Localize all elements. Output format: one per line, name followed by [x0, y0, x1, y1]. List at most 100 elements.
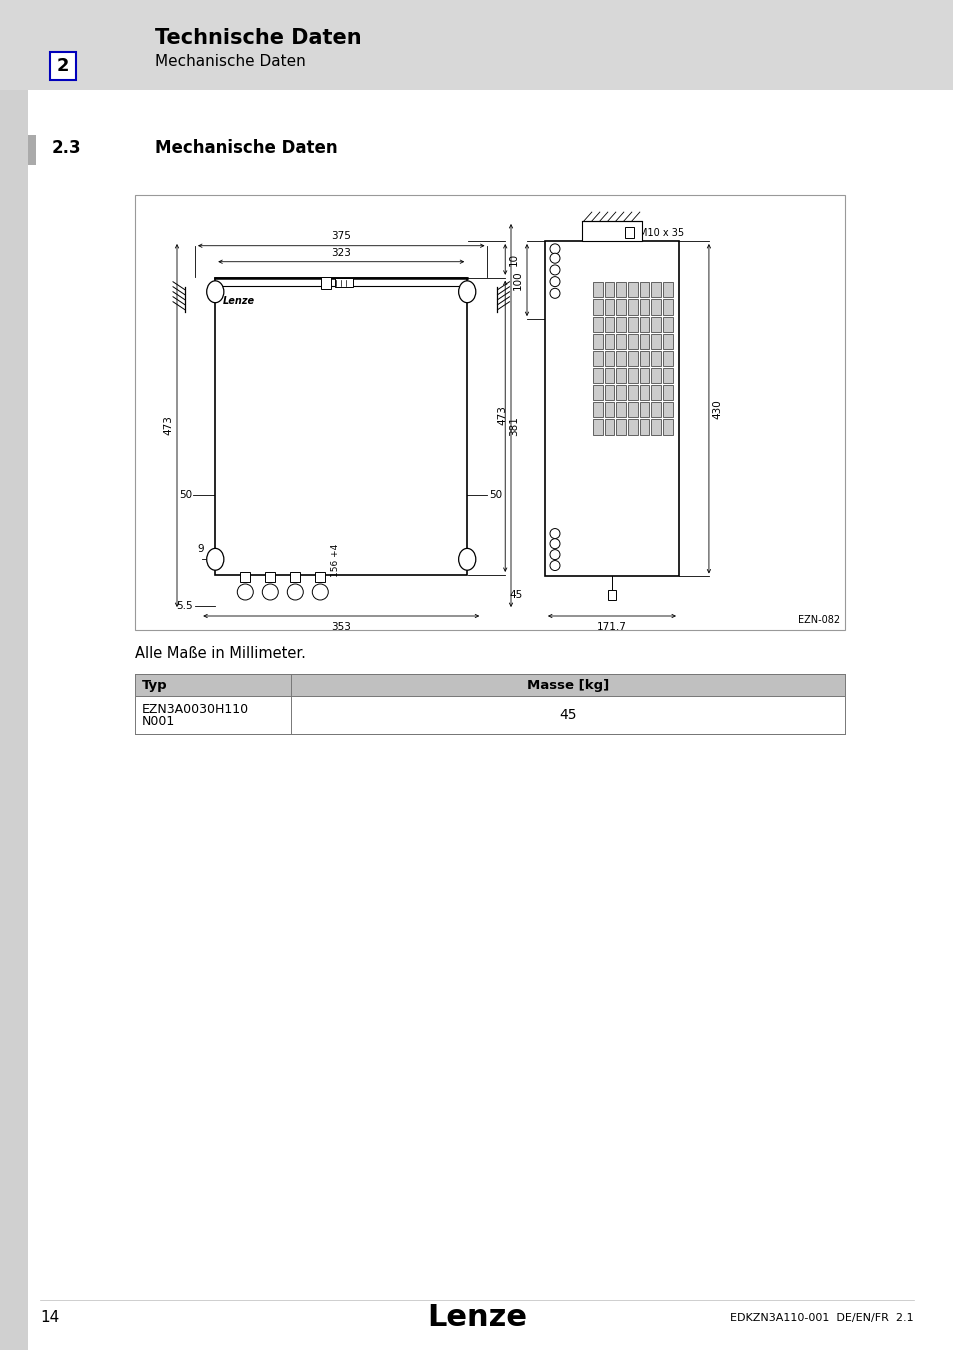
- Circle shape: [550, 244, 559, 254]
- Bar: [321, 277, 331, 289]
- Bar: [50, 53, 76, 80]
- Bar: [314, 572, 325, 582]
- Text: 50: 50: [178, 490, 192, 500]
- Bar: [604, 402, 614, 417]
- Text: 10: 10: [509, 252, 518, 266]
- Bar: [616, 385, 625, 401]
- Bar: [639, 369, 649, 383]
- Bar: [627, 317, 638, 332]
- Bar: [639, 282, 649, 297]
- Bar: [592, 369, 602, 383]
- Bar: [0, 0, 953, 90]
- Bar: [581, 221, 641, 242]
- Bar: [592, 385, 602, 401]
- Bar: [592, 420, 602, 435]
- Bar: [651, 333, 660, 348]
- Ellipse shape: [207, 548, 224, 570]
- Circle shape: [312, 585, 328, 599]
- Bar: [544, 242, 679, 576]
- Bar: [290, 572, 300, 582]
- Bar: [627, 351, 638, 366]
- Bar: [639, 385, 649, 401]
- Bar: [604, 351, 614, 366]
- Bar: [651, 369, 660, 383]
- Text: EDKZN3A110-001  DE/EN/FR  2.1: EDKZN3A110-001 DE/EN/FR 2.1: [730, 1314, 913, 1323]
- Bar: [639, 351, 649, 366]
- Text: EZN-082: EZN-082: [797, 616, 840, 625]
- Bar: [662, 369, 672, 383]
- Bar: [592, 300, 602, 315]
- Text: 14: 14: [40, 1311, 59, 1326]
- Bar: [627, 282, 638, 297]
- Ellipse shape: [458, 548, 476, 570]
- Bar: [639, 317, 649, 332]
- Circle shape: [237, 585, 253, 599]
- Bar: [627, 420, 638, 435]
- Text: Lenze: Lenze: [427, 1304, 526, 1332]
- Bar: [639, 300, 649, 315]
- Circle shape: [550, 529, 559, 539]
- Bar: [604, 420, 614, 435]
- Text: Alle Maße in Millimeter.: Alle Maße in Millimeter.: [135, 647, 306, 662]
- Text: 375: 375: [331, 231, 351, 240]
- Text: 50: 50: [489, 490, 502, 500]
- Bar: [607, 590, 616, 599]
- Bar: [651, 420, 660, 435]
- Text: 430: 430: [712, 398, 722, 418]
- Bar: [662, 402, 672, 417]
- Text: 171.7: 171.7: [597, 622, 626, 632]
- Text: M10 x 35: M10 x 35: [639, 228, 683, 238]
- Circle shape: [550, 265, 559, 275]
- Bar: [651, 402, 660, 417]
- Bar: [651, 317, 660, 332]
- Bar: [604, 300, 614, 315]
- Circle shape: [262, 585, 278, 599]
- Circle shape: [550, 277, 559, 286]
- Bar: [651, 351, 660, 366]
- Text: 2.3: 2.3: [52, 139, 82, 157]
- Text: 2: 2: [56, 57, 70, 76]
- Bar: [651, 282, 660, 297]
- Bar: [135, 674, 844, 697]
- Bar: [627, 300, 638, 315]
- Ellipse shape: [458, 281, 476, 302]
- Bar: [604, 317, 614, 332]
- Bar: [616, 420, 625, 435]
- Bar: [616, 351, 625, 366]
- Text: 5.5: 5.5: [176, 601, 193, 612]
- Bar: [625, 227, 634, 238]
- Text: Mechanische Daten: Mechanische Daten: [154, 139, 337, 157]
- Text: Masse [kg]: Masse [kg]: [526, 679, 609, 691]
- Bar: [616, 317, 625, 332]
- Bar: [335, 278, 353, 288]
- Bar: [627, 402, 638, 417]
- Bar: [604, 369, 614, 383]
- Bar: [592, 402, 602, 417]
- Circle shape: [550, 539, 559, 548]
- Text: 9: 9: [196, 544, 203, 555]
- Bar: [265, 572, 275, 582]
- Bar: [592, 317, 602, 332]
- Text: 156 +4: 156 +4: [331, 544, 339, 576]
- Bar: [662, 317, 672, 332]
- Text: EZN3A0030H110: EZN3A0030H110: [142, 703, 249, 716]
- Bar: [651, 385, 660, 401]
- Bar: [662, 385, 672, 401]
- Bar: [662, 333, 672, 348]
- Bar: [616, 333, 625, 348]
- Bar: [240, 572, 250, 582]
- Bar: [604, 333, 614, 348]
- Text: Typ: Typ: [142, 679, 168, 691]
- Text: Lenze: Lenze: [223, 296, 255, 306]
- Bar: [592, 351, 602, 366]
- Text: 100: 100: [513, 270, 522, 290]
- Bar: [662, 282, 672, 297]
- Text: Mechanische Daten: Mechanische Daten: [154, 54, 305, 69]
- Bar: [651, 300, 660, 315]
- Bar: [639, 420, 649, 435]
- Bar: [616, 282, 625, 297]
- Text: 353: 353: [331, 622, 351, 632]
- Ellipse shape: [207, 281, 224, 302]
- Circle shape: [550, 254, 559, 263]
- Bar: [0, 90, 28, 1350]
